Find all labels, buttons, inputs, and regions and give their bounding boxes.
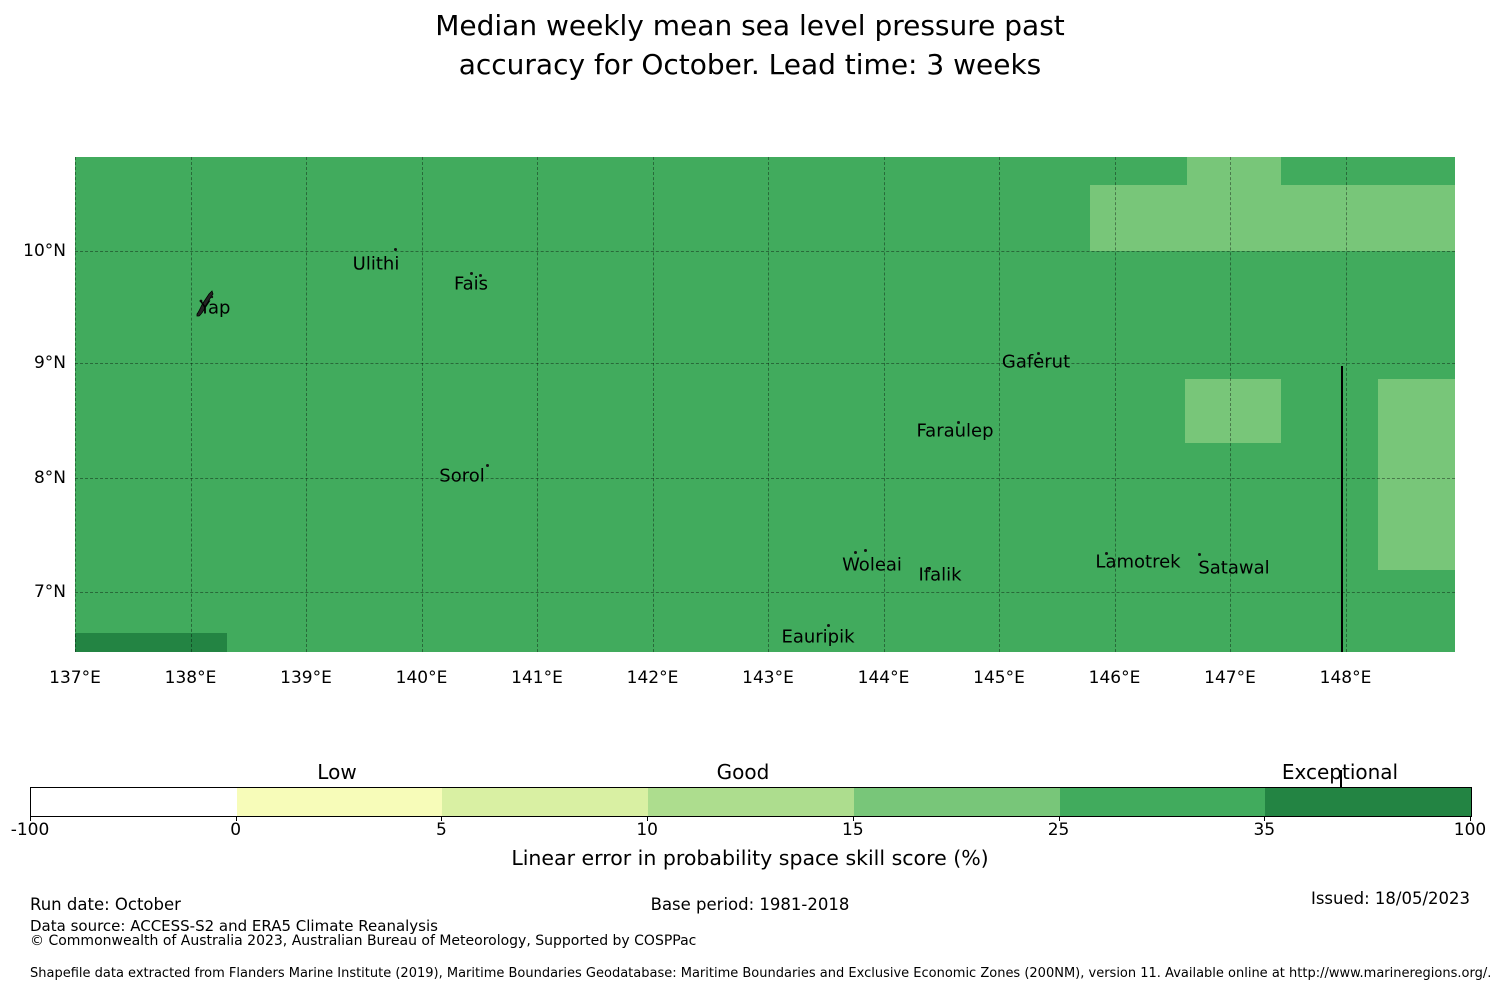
island-marker [1037, 352, 1040, 355]
gridline-vertical [1230, 157, 1231, 652]
island-marker [1198, 553, 1201, 556]
colorbar-tick [441, 816, 443, 821]
chart-title: Median weekly mean sea level pressure pa… [0, 6, 1500, 84]
colorbar-segment [648, 788, 854, 816]
island-marker [827, 624, 830, 627]
colorbar-segment [442, 788, 649, 816]
gridline-vertical [1345, 157, 1347, 652]
island-marker [479, 274, 482, 277]
place-label-faraulep: Faraulep [916, 420, 994, 442]
colorbar-tick-label: 5 [436, 820, 447, 840]
colorbar-tick-label: 35 [1253, 820, 1276, 840]
place-label-sorol: Sorol [439, 465, 485, 487]
colorbar-segment [236, 788, 443, 816]
colorbar-axis-label: Linear error in probability space skill … [511, 846, 989, 870]
yap-island-shape [196, 290, 214, 317]
place-label-woleai: Woleai [842, 554, 902, 576]
place-label-yap: Yap [199, 297, 231, 319]
copyright-text: © Commonwealth of Australia 2023, Austra… [30, 933, 697, 949]
colorbar-tick [1264, 816, 1266, 821]
colorbar-segment [1059, 788, 1266, 816]
island-marker [864, 549, 867, 552]
gridline-horizontal [75, 478, 1455, 479]
island-marker [1105, 552, 1108, 555]
chart-title-line1: Median weekly mean sea level pressure pa… [435, 9, 1065, 42]
place-label-lamotrek: Lamotrek [1095, 551, 1181, 573]
colorbar-tick-label: 25 [1047, 820, 1070, 840]
colorbar-tick [30, 816, 31, 821]
skill-region [1378, 379, 1455, 570]
place-label-ifalik: Ifalik [918, 564, 962, 586]
skill-region [75, 633, 227, 652]
place-label-eauripik: Eauripik [781, 626, 855, 648]
gridline-vertical [421, 157, 423, 652]
colorbar-segment [853, 788, 1060, 816]
gridline-vertical [883, 157, 885, 652]
gridline-vertical [306, 157, 307, 652]
place-label-ulithi: Ulithi [352, 253, 400, 275]
place-label-fais: Fais [453, 273, 489, 295]
island-marker [928, 567, 931, 570]
island-marker [854, 551, 857, 554]
map-plot-area: Yap Ulithi Fais Gaferut Faraulep Sorol Woleai I… [75, 157, 1455, 652]
island-marker [394, 248, 397, 251]
gridline-vertical [1114, 157, 1116, 652]
colorbar-segment [1265, 788, 1472, 816]
colorbar-tick-label: -100 [10, 820, 50, 840]
island-marker [470, 272, 473, 275]
island-marker [486, 464, 489, 467]
gridline-vertical [75, 157, 76, 652]
base-period-text: Base period: 1981-2018 [650, 895, 850, 914]
skill-region [1090, 185, 1455, 251]
colorbar-tick-label: 0 [230, 820, 242, 840]
colorbar-tick-label: 10 [636, 820, 658, 840]
colorbar-quality-label: Good [716, 760, 770, 784]
colorbar-tick [647, 816, 649, 821]
gridline-horizontal [75, 363, 1455, 364]
colorbar [30, 787, 1472, 817]
gridline-vertical [190, 157, 192, 652]
colorbar-tick [852, 816, 854, 821]
gridline-vertical [999, 157, 1000, 652]
colorbar-tick-label: 100 [1453, 820, 1487, 840]
colorbar-tick-label: 15 [842, 820, 864, 840]
gridline-vertical [652, 157, 654, 652]
gridline-horizontal [75, 592, 1455, 593]
skill-region [1187, 157, 1281, 185]
place-label-satawal: Satawal [1198, 557, 1270, 579]
shapefile-note-text: Shapefile data extracted from Flanders M… [30, 966, 1492, 981]
colorbar-tick [1470, 816, 1471, 821]
data-source-text: Data source: ACCESS-S2 and ERA5 Climate … [30, 917, 438, 935]
gridline-horizontal [75, 251, 1455, 252]
colorbar-tick [1058, 816, 1060, 821]
colorbar-marker-line [1340, 770, 1342, 787]
chart-title-line2: accuracy for October. Lead time: 3 weeks [458, 48, 1042, 81]
eez-boundary-line [1341, 366, 1343, 652]
issued-date-text: Issued: 18/05/2023 [1310, 889, 1470, 908]
gridline-vertical [537, 157, 538, 652]
skill-region [1185, 379, 1281, 443]
gridline-vertical [768, 157, 769, 652]
place-label-gaferut: Gaferut [1001, 351, 1071, 373]
colorbar-segment [31, 788, 237, 816]
island-marker [957, 421, 960, 424]
run-date-text: Run date: October [30, 895, 181, 914]
colorbar-quality-label: Low [317, 760, 357, 784]
colorbar-tick [235, 816, 237, 821]
